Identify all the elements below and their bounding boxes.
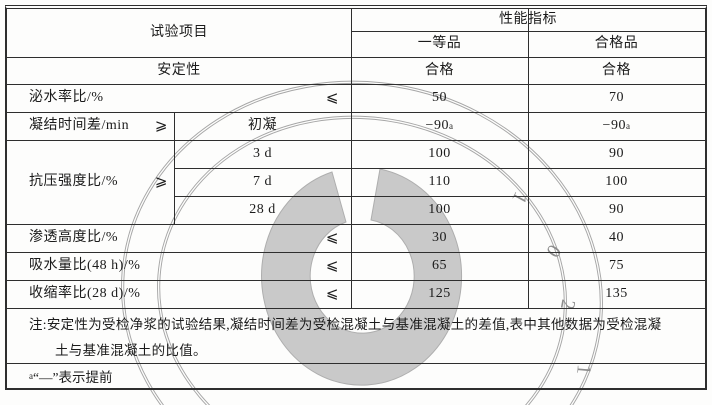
grid-line <box>174 168 705 169</box>
row-strength-age-3d: 3 d <box>253 146 272 161</box>
grid-line <box>7 252 705 253</box>
row-shrinkage-ratio-grade1: 125 <box>428 286 451 301</box>
row-strength-7d-grade1: 110 <box>428 174 451 189</box>
grid-line <box>7 84 705 85</box>
note-line-2: 土与基准混凝土的比值。 <box>55 343 207 358</box>
grid-line <box>528 9 529 308</box>
row-strength-28d-grade1: 100 <box>428 202 451 217</box>
stamp-ellipse-outer <box>121 80 603 405</box>
row-water-absorption-label: 吸水量比(48 h)/% ⩽ <box>29 257 339 274</box>
header-test-item: 试验项目 <box>150 25 208 40</box>
grid-line <box>7 57 705 58</box>
grid-line <box>174 112 175 224</box>
row-strength-3d-grade2: 90 <box>609 146 624 161</box>
row-bleeding-ratio-grade2: 70 <box>609 90 624 105</box>
leq-symbol: ⩽ <box>325 257 339 274</box>
grid-line <box>174 196 705 197</box>
row-water-absorption-grade2: 75 <box>609 258 624 273</box>
row-strength-7d-grade2: 100 <box>605 174 628 189</box>
stamp-ellipse-inner <box>157 115 567 405</box>
grid-line <box>7 308 705 309</box>
table-note: 注:安定性为受检净浆的试验结果,凝结时间差为受检混凝土与基准混凝土的差值,表中其… <box>29 312 695 364</box>
row-setting-time-condition: 初凝 <box>248 118 277 133</box>
row-soundness-grade2: 合格 <box>602 62 631 78</box>
row-water-absorption-grade1: 65 <box>432 258 447 273</box>
row-soundness-grade1: 合格 <box>425 62 454 78</box>
grid-line <box>7 363 705 364</box>
row-penetration-height-grade2: 40 <box>609 230 624 245</box>
grid-line <box>351 9 352 308</box>
leq-symbol: ⩽ <box>325 285 339 302</box>
grid-line <box>7 224 705 225</box>
table-footnote: a “—”表示提前 <box>29 369 113 385</box>
grid-line <box>7 140 705 141</box>
row-shrinkage-ratio-label: 收缩率比(28 d)/% ⩽ <box>29 285 339 302</box>
row-penetration-height-grade1: 30 <box>432 230 447 245</box>
row-strength-3d-grade1: 100 <box>428 146 451 161</box>
leq-symbol: ⩽ <box>325 89 339 106</box>
row-setting-time-grade1: −90 a <box>425 118 454 133</box>
row-setting-time-label: 凝结时间差/min ⩾ <box>29 117 168 134</box>
stamp-ring-icon <box>261 168 462 386</box>
geq-symbol: ⩾ <box>154 173 168 190</box>
leq-symbol: ⩽ <box>325 229 339 246</box>
row-strength-age-7d: 7 d <box>253 174 272 189</box>
row-setting-time-grade2: −90 a <box>602 118 631 133</box>
row-strength-28d-grade2: 90 <box>609 202 624 217</box>
header-grade1: 一等品 <box>417 36 462 51</box>
note-line-1: 注:安定性为受检净浆的试验结果,凝结时间差为受检混凝土与基准混凝土的差值,表中其… <box>29 317 662 332</box>
row-bleeding-ratio-grade1: 50 <box>432 90 447 105</box>
header-grade2: 合格品 <box>594 36 639 51</box>
header-performance-index: 性能指标 <box>499 12 557 27</box>
grid-line <box>7 112 705 113</box>
grid-line <box>7 280 705 281</box>
row-strength-age-28d: 28 d <box>249 202 276 217</box>
row-compressive-strength-label: 抗压强度比/% ⩾ <box>29 173 168 190</box>
row-soundness-label: 安定性 <box>157 62 201 78</box>
row-penetration-height-label: 渗透高度比/% ⩽ <box>29 229 339 246</box>
performance-index-table: 试验项目 性能指标 一等品 合格品 安定性 合格 合格 泌水率比/% ⩽ 50 … <box>5 5 707 390</box>
geq-symbol: ⩾ <box>154 117 168 134</box>
row-bleeding-ratio-label: 泌水率比/% ⩽ <box>29 89 339 106</box>
row-shrinkage-ratio-grade2: 135 <box>605 286 628 301</box>
